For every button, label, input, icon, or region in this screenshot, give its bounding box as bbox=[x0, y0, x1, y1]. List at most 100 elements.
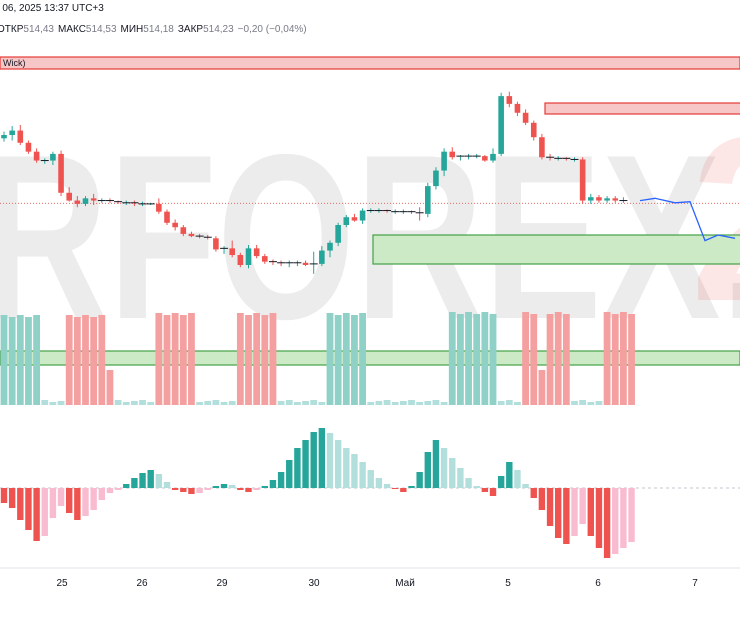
volume-bar bbox=[57, 401, 65, 405]
oscillator-bar bbox=[25, 488, 32, 530]
volume-bar bbox=[514, 402, 521, 405]
candles bbox=[1, 91, 628, 274]
ohlc-value: 514,53 bbox=[85, 24, 117, 35]
volume-bar bbox=[481, 312, 489, 405]
oscillator-bar bbox=[212, 486, 220, 488]
oscillator-bar bbox=[595, 488, 603, 548]
candle-body bbox=[262, 256, 268, 262]
oscillator-bar bbox=[400, 488, 407, 492]
volume-bar bbox=[114, 400, 122, 405]
volume-bar bbox=[302, 401, 309, 405]
oscillator-bar bbox=[449, 458, 456, 488]
x-tick-label: 30 bbox=[308, 578, 320, 589]
oscillator-bar bbox=[334, 440, 342, 488]
volume-bar bbox=[25, 317, 32, 405]
volume-bar bbox=[163, 315, 171, 405]
candle-body bbox=[579, 159, 586, 201]
candle-body bbox=[530, 122, 537, 138]
oscillator-bar bbox=[326, 433, 334, 488]
volume-bar bbox=[171, 313, 179, 405]
ohlc-key: ОТКР bbox=[0, 24, 24, 35]
oscillator-bar bbox=[33, 488, 40, 541]
volume-bar bbox=[342, 313, 350, 405]
candle-body bbox=[539, 137, 545, 158]
oscillator-bar bbox=[131, 478, 138, 488]
oscillator-bar bbox=[375, 478, 383, 488]
oscillator-bar bbox=[310, 432, 317, 488]
x-axis: 25 26 29 30 Май 5 6 7 bbox=[0, 567, 740, 589]
zone-label: , Wick) bbox=[0, 58, 26, 68]
volume-bar bbox=[620, 312, 627, 405]
oscillator-bar bbox=[530, 488, 537, 498]
candle-body bbox=[327, 242, 333, 251]
candle-body bbox=[164, 211, 170, 223]
x-tick-label: 5 bbox=[505, 578, 511, 589]
oscillator-bar bbox=[351, 454, 358, 488]
ohlc-key: ЗАКР bbox=[177, 24, 204, 35]
volume-bar bbox=[277, 401, 285, 405]
volume-bar bbox=[383, 400, 391, 405]
volume-bar bbox=[269, 313, 277, 405]
candle-body bbox=[9, 130, 15, 135]
oscillator-bar bbox=[220, 484, 228, 488]
oscillator-bar bbox=[432, 440, 440, 488]
volume-bar bbox=[196, 402, 203, 405]
ohlc-value: 514,43 bbox=[23, 24, 54, 35]
candle-body bbox=[74, 200, 81, 204]
volume-bar bbox=[334, 315, 342, 405]
candle-body bbox=[351, 217, 358, 221]
volume-bar bbox=[8, 317, 16, 405]
volume-bar bbox=[538, 370, 546, 405]
candle-body bbox=[25, 142, 32, 152]
volume-bar bbox=[465, 312, 472, 405]
oscillator-bar bbox=[123, 484, 130, 488]
watermark-accent: 2 bbox=[690, 87, 740, 350]
candle-body bbox=[335, 225, 341, 243]
oscillator-bar bbox=[237, 488, 244, 490]
oscillator-bar bbox=[343, 448, 350, 488]
oscillator-bar bbox=[424, 452, 431, 488]
candle-body bbox=[188, 233, 195, 237]
oscillator-bar bbox=[416, 472, 423, 488]
oscillator-bar bbox=[0, 488, 8, 503]
oscillator-bar bbox=[603, 488, 611, 558]
volume-bar bbox=[49, 402, 57, 405]
volume-bar bbox=[212, 400, 220, 405]
volume-bar bbox=[139, 400, 146, 405]
volume-bar bbox=[579, 400, 587, 405]
ohlc-value: −0,20 (−0,04%) bbox=[237, 24, 307, 35]
oscillator-bar bbox=[538, 488, 546, 510]
forecast-line bbox=[639, 197, 736, 242]
oscillator-bar bbox=[457, 468, 464, 488]
volume-bar bbox=[253, 313, 261, 405]
volume-bar bbox=[228, 401, 236, 405]
oscillator-bar bbox=[514, 470, 521, 488]
volume-bar bbox=[41, 400, 49, 405]
volume-bar bbox=[497, 401, 505, 405]
oscillator-bar bbox=[139, 473, 146, 488]
ohlc-key: МИН bbox=[120, 24, 144, 35]
volume-bar bbox=[399, 401, 407, 405]
oscillator-bar bbox=[571, 488, 578, 536]
volume-bar bbox=[473, 314, 481, 405]
volume-bar bbox=[457, 314, 464, 405]
chart-title: й 06, 2025 13:37 UTC+3 bbox=[0, 3, 104, 14]
volume-bar bbox=[326, 313, 334, 405]
candle-body bbox=[302, 262, 309, 265]
oscillator-bar bbox=[41, 488, 48, 536]
candle-body bbox=[156, 203, 162, 212]
oscillator-bar bbox=[302, 440, 309, 488]
candle-body bbox=[482, 156, 488, 161]
candle-body bbox=[343, 217, 350, 225]
oscillator-bar bbox=[269, 480, 277, 488]
oscillator-bar bbox=[147, 470, 154, 488]
x-tick-label: 6 bbox=[595, 578, 601, 589]
oscillator-bar bbox=[522, 484, 529, 488]
oscillator-bar bbox=[563, 488, 570, 544]
oscillator-bar bbox=[245, 488, 252, 492]
volume-bar bbox=[530, 314, 538, 405]
oscillator-bar bbox=[74, 488, 81, 520]
oscillator-bar bbox=[318, 428, 326, 488]
volume-bar bbox=[424, 401, 432, 405]
